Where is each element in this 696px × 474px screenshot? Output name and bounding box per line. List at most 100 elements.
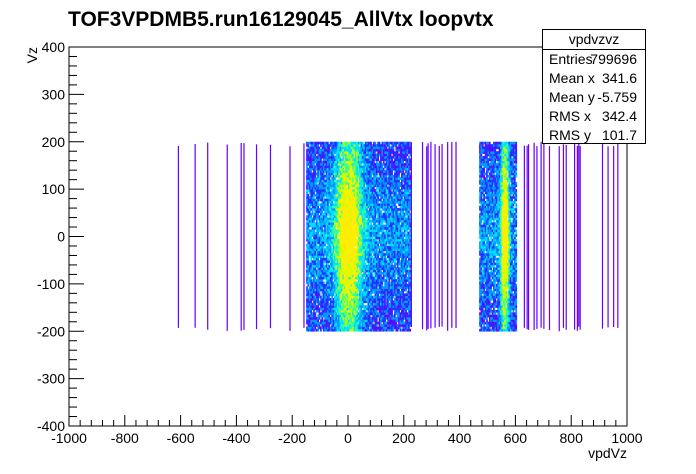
heatmap-cell [306,200,308,204]
heatmap-cell [310,191,313,195]
heatmap-cell [392,229,395,233]
heatmap-cell [345,305,347,308]
heatmap-cell [329,234,332,237]
heatmap-cell [352,236,354,240]
heatmap-cell [368,196,371,199]
heatmap-cell [349,243,352,247]
heatmap-cell [385,305,388,308]
heatmap-cell [375,324,378,327]
heatmap-cell [346,321,349,325]
heatmap-cell [306,203,308,207]
heatmap-cell [388,309,391,313]
heatmap-cell [348,241,350,244]
heatmap-cell [395,222,398,225]
heatmap-cell [374,248,377,252]
heatmap-cell [364,326,367,330]
heatmap-cell [354,165,357,169]
heatmap-cell [328,222,331,225]
heatmap-cell [314,253,317,256]
heatmap-cell [334,158,336,161]
heatmap-cell [356,144,359,147]
heatmap-cell [387,196,389,199]
heatmap-cell [389,155,392,159]
heatmap-cell [387,141,389,145]
heatmap-cell [364,274,367,278]
heatmap-cell [345,174,347,178]
heatmap-cell [384,307,386,311]
heatmap-cell [346,264,349,268]
heatmap-cell [336,283,339,287]
heatmap-cell [374,200,377,204]
heatmap-cell [311,177,314,180]
heatmap-cell [361,224,364,228]
heatmap-cell [331,208,333,211]
heatmap-cell [360,276,363,280]
heatmap-cell [327,267,329,270]
heatmap-cell [367,298,370,301]
heatmap-cell [388,295,391,299]
heatmap-cell [335,321,338,325]
heatmap-cell [381,203,384,207]
heatmap-cell [329,293,332,297]
heatmap-cell [343,193,346,197]
heatmap-cell [359,205,361,209]
heatmap-cell [368,155,371,159]
heatmap-cell [334,229,336,233]
heatmap-cell [357,234,360,237]
heatmap-cell [334,314,336,318]
heatmap-cell [325,319,328,323]
heatmap-cell [356,293,359,297]
heatmap-cell [327,274,329,278]
heatmap-cell [346,208,349,211]
heatmap-cell [350,219,353,223]
heatmap-cell [335,153,338,157]
heatmap-cell [317,208,320,211]
heatmap-cell [364,312,367,315]
heatmap-cell [375,241,378,244]
heatmap-cell [380,281,382,285]
heatmap-cell [350,160,353,164]
heatmap-cell [352,146,354,150]
heatmap-cell [359,288,361,292]
heatmap-cell [315,158,318,161]
heatmap-cell [331,238,333,242]
heatmap-cell [343,326,346,330]
heatmap-cell [321,224,324,228]
heatmap-cell [306,234,308,237]
heatmap-cell [332,193,335,197]
heatmap-cell [339,317,342,320]
heatmap-cell [371,262,374,266]
heatmap-cell [360,184,363,188]
heatmap-cell [314,283,317,287]
heatmap-cell [395,229,398,233]
heatmap-cell [329,222,332,225]
heatmap-cell [343,286,346,289]
heatmap-cell [366,198,368,202]
heatmap-cell [314,231,317,235]
heatmap-cell [341,274,343,278]
heatmap-cell [329,260,332,263]
heatmap-cell [392,227,395,230]
heatmap-cell [359,267,361,270]
heatmap-cell [334,146,336,150]
heatmap-cell [396,314,399,318]
heatmap-cell [322,236,325,240]
heatmap-cell [328,158,331,161]
heatmap-cell [360,257,363,261]
heatmap-cell [392,319,395,323]
heatmap-cell [320,158,322,161]
heatmap-cell [342,324,345,327]
heatmap-cell [366,257,368,261]
heatmap-cell [339,309,342,313]
heatmap-cell [353,272,356,275]
heatmap-cell [341,222,343,225]
heatmap-cell [349,210,352,214]
heatmap-cell [354,300,357,304]
heatmap-cell [307,288,310,292]
heatmap-cell [321,227,324,230]
heatmap-cell [375,238,378,242]
heatmap-cell [367,295,370,299]
heatmap-cell [377,200,379,204]
heatmap-cell [374,151,377,154]
heatmap-cell [349,279,352,282]
